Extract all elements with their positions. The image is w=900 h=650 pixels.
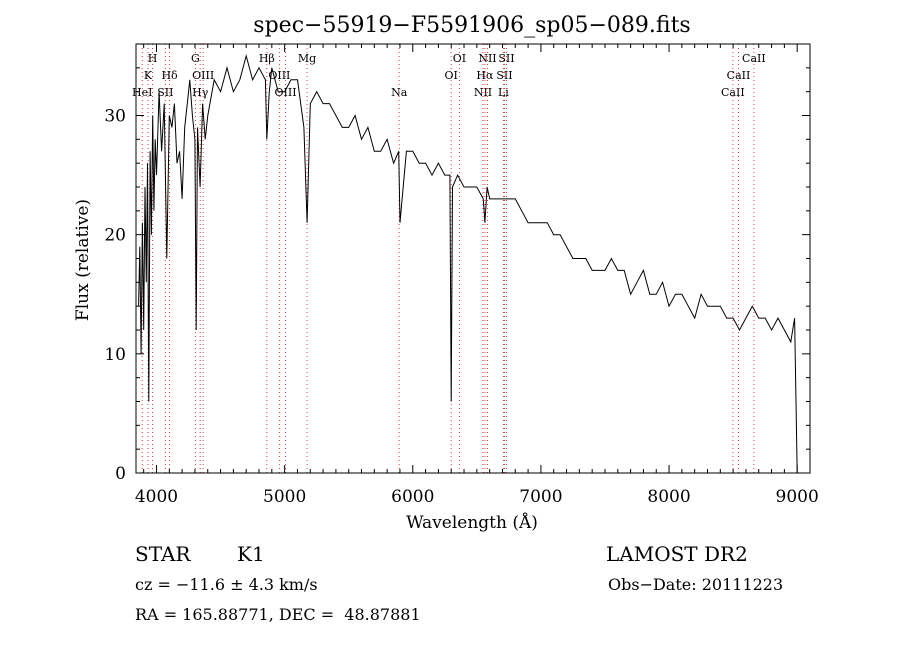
y-tick-label: 30: [104, 107, 126, 127]
x-tick-label: 5000: [263, 487, 306, 507]
line-marker-label: Na: [391, 86, 408, 99]
plot-frame: [135, 43, 811, 474]
line-marker-label: Hγ: [192, 86, 209, 99]
line-marker-label: H: [148, 52, 158, 65]
y-tick-label: 20: [104, 226, 126, 246]
redshift-velocity: cz = −11.6 ± 4.3 km/s: [135, 575, 318, 594]
line-marker-label: NII: [478, 52, 496, 65]
object-subclass: K1: [237, 542, 265, 566]
line-marker-label: OIII: [268, 69, 290, 82]
x-axis-label: Wavelength (Å): [406, 512, 538, 533]
y-axis-ticks: 0 10 20 30: [104, 67, 810, 484]
x-tick-label: 9000: [776, 487, 819, 507]
y-axis-label: Flux (relative): [73, 199, 93, 321]
line-marker-label: OIII: [275, 86, 297, 99]
line-marker-label: OIII: [192, 69, 214, 82]
line-marker-label: SII: [496, 69, 512, 82]
line-marker-label: Hδ: [161, 69, 178, 82]
line-marker-label: CaII: [727, 69, 751, 82]
line-marker-label: G: [191, 52, 200, 65]
line-marker-label: Hα: [476, 69, 494, 82]
line-marker-label: SII: [157, 86, 173, 99]
line-marker-label: K: [144, 69, 153, 82]
line-marker-label: OI: [453, 52, 466, 65]
spectrum-line: [138, 53, 798, 474]
x-axis-ticks: 4000 5000 6000 7000 8000 9000: [135, 44, 819, 507]
line-marker-label: Hβ: [259, 52, 275, 65]
object-class: STAR: [135, 542, 191, 566]
x-tick-label: 4000: [135, 487, 178, 507]
line-marker-label: Mg: [298, 52, 316, 65]
line-marker-label: NII: [474, 86, 492, 99]
coordinates: RA = 165.88771, DEC = 48.87881: [135, 605, 421, 624]
line-marker-label: Li: [498, 86, 509, 99]
y-tick-label: 10: [104, 345, 126, 365]
line-marker-label: SII: [498, 52, 514, 65]
survey-label: LAMOST DR2: [606, 542, 748, 566]
chart-title: spec−55919−F5591906_sp05−089.fits: [253, 13, 690, 38]
y-tick-label: 0: [115, 464, 126, 484]
line-marker-label: HeI: [132, 86, 152, 99]
x-tick-label: 8000: [647, 487, 690, 507]
x-tick-label: 7000: [519, 487, 562, 507]
line-marker-label: CaII: [721, 86, 745, 99]
spectral-line-markers: HeI KH SII Hδ G Hγ OIII Hβ OIII OIII Mg Na OI OI NII Hα…: [132, 44, 766, 473]
x-tick-label: 6000: [391, 487, 434, 507]
line-marker-label: CaII: [742, 52, 766, 65]
line-marker-label: OI: [445, 69, 458, 82]
observation-date: Obs−Date: 20111223: [608, 575, 784, 594]
